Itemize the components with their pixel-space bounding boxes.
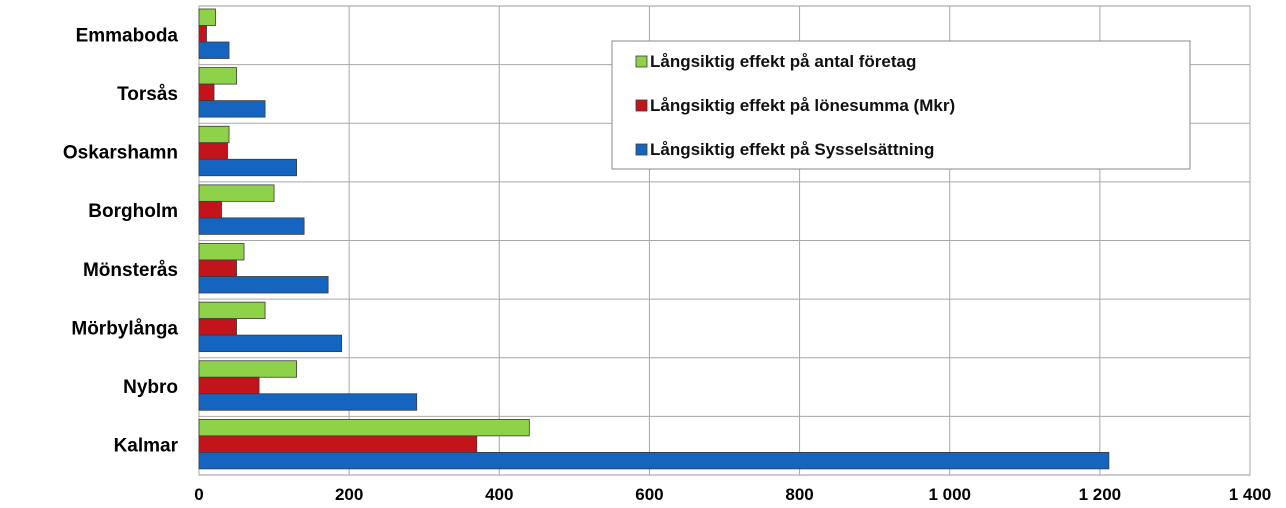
legend-swatch xyxy=(635,143,648,156)
bar-mönsterås-series-2 xyxy=(198,259,237,277)
legend-swatch xyxy=(635,55,648,68)
bar-borgholm-series-2 xyxy=(198,200,222,219)
bar-oskarshamn-series-1 xyxy=(198,125,230,144)
bar-mönsterås-series-3 xyxy=(198,276,329,294)
bar-mörbylånga-series-2 xyxy=(198,318,237,336)
category-label: Torsås xyxy=(117,84,178,105)
bar-torsås-series-3 xyxy=(198,100,266,118)
x-tick-label: 1 000 xyxy=(928,485,971,504)
bar-borgholm-series-1 xyxy=(198,184,275,202)
category-label: Emmaboda xyxy=(76,25,179,46)
axes: Emmaboda Torsås Oskarshamn Borgholm Mönsterå… xyxy=(63,25,1271,504)
legend-label: Långsiktig effekt på Sysselsättning xyxy=(650,140,934,159)
bar-nybro-series-3 xyxy=(198,393,418,411)
legend-swatch xyxy=(635,99,648,112)
legend-label: Långsiktig effekt på lönesumma (Mkr) xyxy=(650,96,955,115)
x-tick-label: 1 400 xyxy=(1229,485,1272,504)
legend-label: Långsiktig effekt på antal företag xyxy=(650,52,916,71)
legend-box xyxy=(611,40,1191,170)
bar-nybro-series-1 xyxy=(198,360,297,378)
category-label: Nybro xyxy=(123,377,178,398)
x-tick-label: 800 xyxy=(785,485,813,504)
x-tick-label: 0 xyxy=(194,485,203,504)
bar-oskarshamn-series-3 xyxy=(198,158,297,177)
bar-mönsterås-series-1 xyxy=(198,243,245,261)
bar-kalmar-series-2 xyxy=(198,435,478,453)
bar-oskarshamn-series-2 xyxy=(198,142,228,160)
bar-borgholm-series-3 xyxy=(198,217,305,235)
bar-emmaboda-series-1 xyxy=(198,8,216,26)
category-label: Mönsterås xyxy=(83,260,178,281)
bar-mörbylånga-series-1 xyxy=(198,301,266,320)
bar-nybro-series-2 xyxy=(198,376,260,395)
bar-kalmar-series-3 xyxy=(198,451,1110,470)
category-label: Kalmar xyxy=(114,436,179,457)
bar-emmaboda-series-2 xyxy=(198,25,207,43)
bar-torsås-series-1 xyxy=(198,67,237,85)
bar-mörbylånga-series-3 xyxy=(198,334,343,353)
x-tick-label: 200 xyxy=(335,485,363,504)
bar-torsås-series-2 xyxy=(198,83,215,102)
x-tick-label: 400 xyxy=(485,485,513,504)
bars xyxy=(198,8,1110,470)
category-label: Mörbylånga xyxy=(71,318,178,339)
x-tick-label: 1 200 xyxy=(1079,485,1122,504)
legend: Långsiktig effekt på antal företag Långsi… xyxy=(611,40,1191,170)
x-tick-label: 600 xyxy=(635,485,663,504)
category-label: Borgholm xyxy=(88,201,178,222)
category-label: Oskarshamn xyxy=(63,143,178,164)
bar-kalmar-series-1 xyxy=(198,418,530,437)
bar-emmaboda-series-3 xyxy=(198,41,230,59)
